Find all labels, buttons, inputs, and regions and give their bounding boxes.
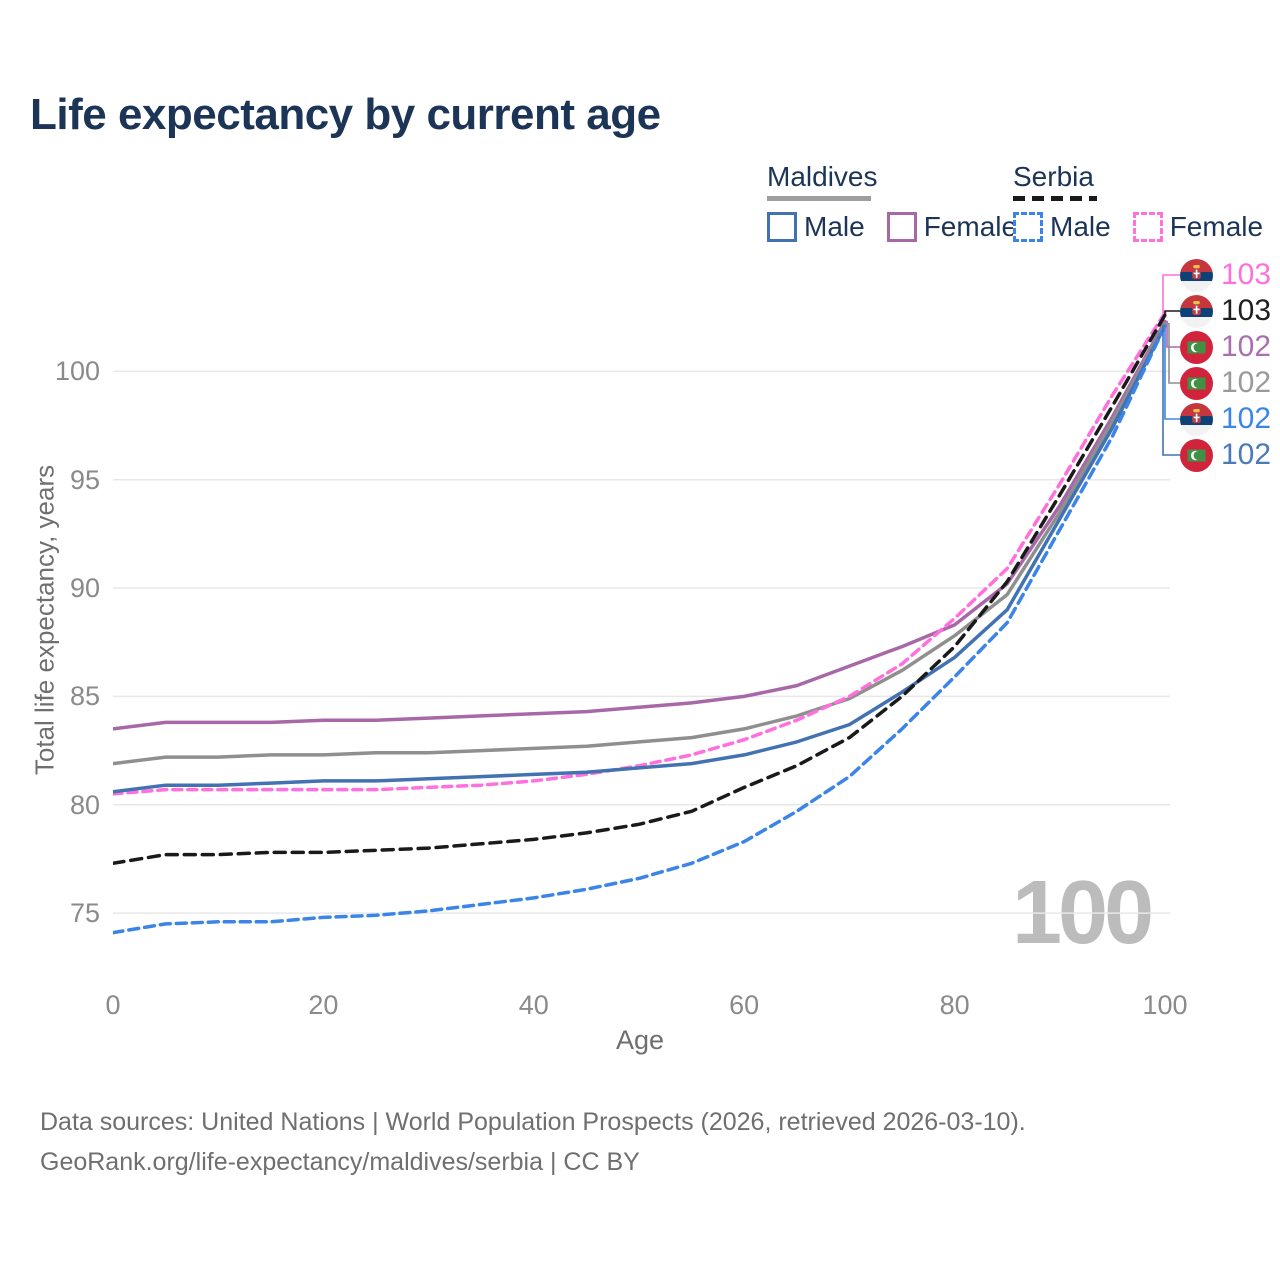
x-tick-label-40: 40 — [518, 990, 549, 1020]
serbia-male-swatch-icon — [1013, 212, 1043, 242]
x-tick-label-60: 60 — [729, 990, 760, 1020]
end-label-value-serbia-male: 102 — [1221, 402, 1272, 435]
legend-label-maldives-male: Male — [804, 211, 865, 242]
serbia-flag-icon — [1180, 258, 1213, 292]
y-axis-title: Total life expectancy, years — [29, 464, 60, 776]
end-label-value-serbia-total: 103 — [1221, 294, 1272, 327]
end-label-maldives-female: 102 — [1180, 330, 1271, 364]
end-label-maldives-total: 102 — [1180, 366, 1271, 400]
end-label-value-maldives-male: 102 — [1221, 438, 1272, 471]
page-title: Life expectancy by current age — [30, 90, 661, 139]
maldives-flag-icon — [1180, 438, 1213, 472]
series-line-serbia-female — [113, 311, 1167, 796]
legend-line-sample-serbia — [1013, 196, 1097, 201]
line-chart-plot — [113, 274, 1180, 935]
georank-attribution-link[interactable]: GeoRank.org/life-expectancy/maldives/ser… — [40, 1148, 640, 1176]
y-tick-label-85: 85 — [69, 681, 100, 712]
y-tick-label-80: 80 — [69, 789, 100, 820]
legend-label-serbia-male: Male — [1050, 211, 1111, 242]
end-label-serbia-total: 103 — [1180, 294, 1271, 328]
legend-item-maldives-female: Female — [886, 211, 1018, 243]
maldives-male-swatch-icon — [767, 212, 797, 242]
end-label-value-serbia-female: 103 — [1221, 258, 1272, 291]
label-connector-maldives-male — [1162, 325, 1180, 456]
end-label-value-maldives-female: 102 — [1221, 330, 1272, 363]
serbia-flag-icon — [1180, 402, 1213, 436]
end-label-serbia-female: 103 — [1180, 258, 1271, 292]
series-line-serbia-male — [113, 324, 1167, 935]
legend-item-serbia-male: Male — [1013, 211, 1111, 243]
legend-label-serbia-female: Female — [1169, 211, 1264, 242]
series-line-maldives-male — [113, 324, 1167, 794]
label-connector-maldives-female — [1165, 320, 1180, 348]
legend-item-serbia-female: Female — [1132, 211, 1264, 243]
x-tick-label-20: 20 — [308, 990, 339, 1020]
y-tick-label-90: 90 — [69, 573, 100, 604]
legend-label-maldives-female: Female — [923, 211, 1018, 242]
legend-group-maldives: Maldives Male Female — [767, 161, 1039, 243]
x-tick-label-100: 100 — [1142, 990, 1188, 1020]
label-connector-maldives-total — [1165, 322, 1180, 384]
y-tick-label-95: 95 — [69, 464, 100, 495]
y-tick-label-75: 75 — [69, 898, 100, 929]
x-axis-title: Age — [615, 1025, 665, 1055]
serbia-flag-icon — [1180, 294, 1213, 328]
end-label-maldives-male: 102 — [1180, 438, 1271, 472]
serbia-female-swatch-icon — [1132, 212, 1163, 242]
maldives-female-swatch-icon — [886, 212, 917, 242]
legend-group-serbia: Serbia Male Female — [1013, 161, 1280, 243]
end-label-serbia-male: 102 — [1180, 402, 1271, 436]
maldives-flag-icon — [1180, 330, 1213, 364]
series-line-serbia-total — [113, 313, 1167, 866]
x-tick-label-80: 80 — [939, 990, 970, 1020]
data-sources-text: Data sources: United Nations | World Pop… — [40, 1108, 1026, 1136]
series-line-maldives-total — [113, 321, 1167, 766]
y-tick-label-100: 100 — [54, 356, 100, 387]
x-tick-label-0: 0 — [105, 990, 121, 1020]
series-line-maldives-female — [113, 319, 1167, 731]
legend-country-serbia: Serbia — [1013, 161, 1094, 192]
end-label-value-maldives-total: 102 — [1221, 366, 1272, 399]
legend-line-sample-maldives — [767, 196, 871, 201]
legend-country-maldives: Maldives — [767, 161, 878, 192]
label-connector-serbia-female — [1162, 274, 1180, 314]
maldives-flag-icon — [1180, 366, 1213, 400]
legend-item-maldives-male: Male — [767, 211, 865, 243]
label-connector-serbia-total — [1164, 310, 1180, 315]
label-connector-serbia-male — [1164, 325, 1180, 420]
